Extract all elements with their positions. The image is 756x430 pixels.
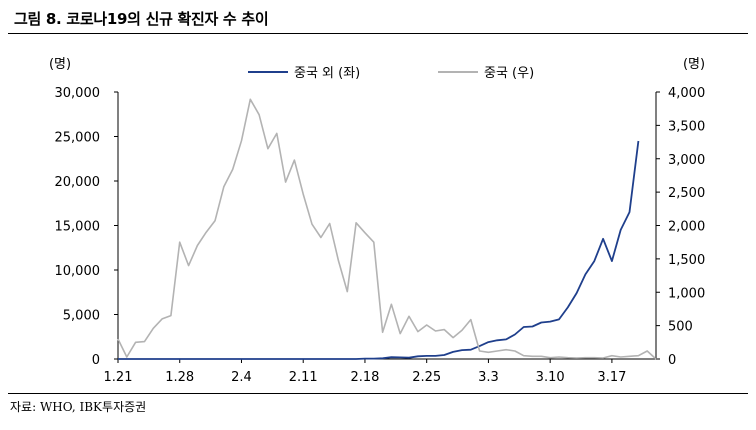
left-y-unit: (명) (49, 57, 71, 72)
legend-label: 중국 (우) (484, 66, 534, 81)
right-y-tick-label: 1,500 (668, 253, 705, 268)
right-y-tick-label: 1,000 (668, 286, 705, 301)
source-note: 자료: WHO, IBK투자증권 (10, 400, 147, 414)
x-tick-label: 3.3 (478, 370, 499, 385)
left-y-tick-label: 0 (92, 353, 100, 368)
x-tick-label: 1.28 (165, 370, 194, 385)
right-y-tick-label: 2,500 (668, 186, 705, 201)
right-y-tick-label: 3,000 (668, 153, 705, 168)
x-tick-label: 3.17 (597, 370, 626, 385)
figure-title: 그림 8. 코로나19의 신규 확진자 수 추이 (14, 10, 269, 28)
left-y-tick-label: 30,000 (55, 86, 101, 101)
right-y-unit: (명) (683, 57, 705, 72)
right-y-tick-label: 4,000 (668, 86, 705, 101)
right-y-tick-label: 500 (668, 320, 693, 335)
left-y-tick-label: 20,000 (55, 175, 101, 190)
left-y-tick-label: 10,000 (55, 264, 101, 279)
x-tick-label: 3.10 (536, 370, 565, 385)
title-underline (8, 33, 748, 34)
x-tick-label: 2.25 (412, 370, 441, 385)
left-y-tick-label: 25,000 (55, 131, 101, 146)
right-y-tick-label: 2,000 (668, 220, 705, 235)
right-y-tick-label: 0 (668, 353, 676, 368)
x-tick-label: 2.11 (289, 370, 318, 385)
right-y-tick-label: 3,500 (668, 119, 705, 134)
x-tick-label: 1.21 (104, 370, 133, 385)
source-divider (8, 393, 748, 394)
legend-label: 중국 외 (좌) (294, 66, 360, 81)
series-line-china (117, 98, 657, 360)
series-line-outside-china (118, 140, 640, 360)
left-y-tick-label: 5,000 (63, 309, 100, 324)
left-y-tick-label: 15,000 (55, 220, 101, 235)
x-tick-label: 2.4 (231, 370, 252, 385)
x-tick-label: 2.18 (350, 370, 379, 385)
